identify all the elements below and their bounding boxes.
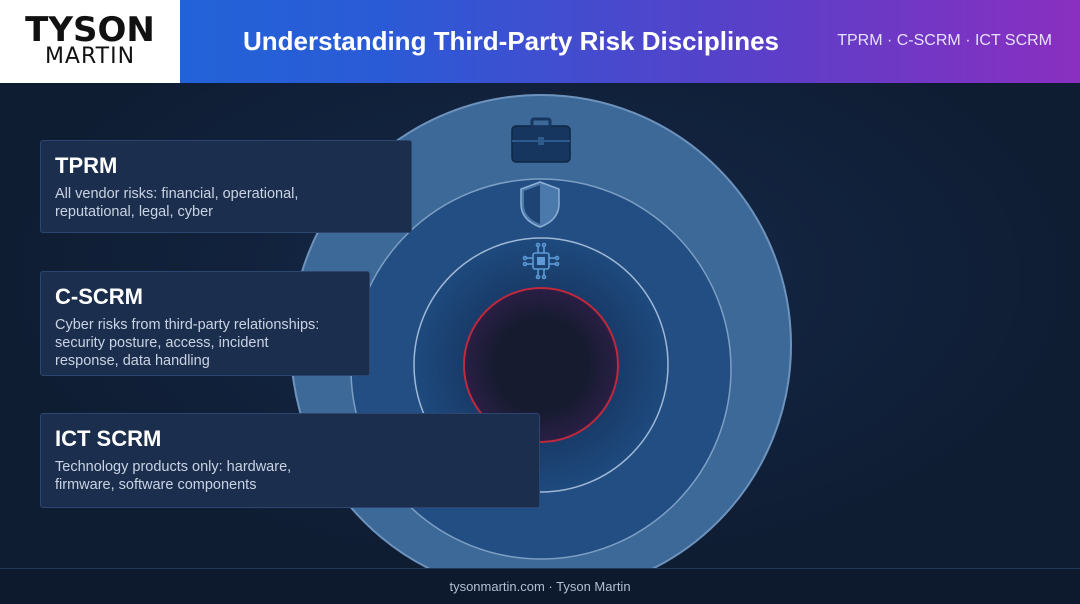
core-circle <box>463 287 619 443</box>
shield-icon <box>520 181 560 228</box>
header-bar: TYSON MARTIN Understanding Third-Party R… <box>0 0 1080 83</box>
card-desc-tprm: All vendor risks: financial, operational… <box>55 186 299 220</box>
logo-line-1: TYSON <box>25 10 155 50</box>
card-desc-c-scrm: Cyber risks from third-party relationshi… <box>55 317 320 369</box>
card-c-scrm: C-SCRM Cyber risks from third-party rela… <box>40 271 370 376</box>
header-tags: TPRM · C-SCRM · ICT SCRM <box>837 32 1052 49</box>
briefcase-icon <box>511 117 571 163</box>
card-tprm: TPRM All vendor risks: financial, operat… <box>40 140 412 233</box>
logo: TYSON MARTIN <box>0 0 180 83</box>
diagram-area: TPRM All vendor risks: financial, operat… <box>0 83 1080 568</box>
chip-icon <box>522 242 560 280</box>
page-title: Understanding Third-Party Risk Disciplin… <box>243 26 779 56</box>
card-ict-scrm: ICT SCRM Technology products only: hardw… <box>40 413 540 508</box>
card-title-ict-scrm: ICT SCRM <box>55 426 162 451</box>
card-desc-ict-scrm: Technology products only: hardware, firm… <box>55 459 292 493</box>
card-title-tprm: TPRM <box>55 153 118 178</box>
footer: tysonmartin.com · Tyson Martin <box>0 568 1080 604</box>
logo-line-2: MARTIN <box>44 44 136 69</box>
card-title-c-scrm: C-SCRM <box>55 284 143 309</box>
